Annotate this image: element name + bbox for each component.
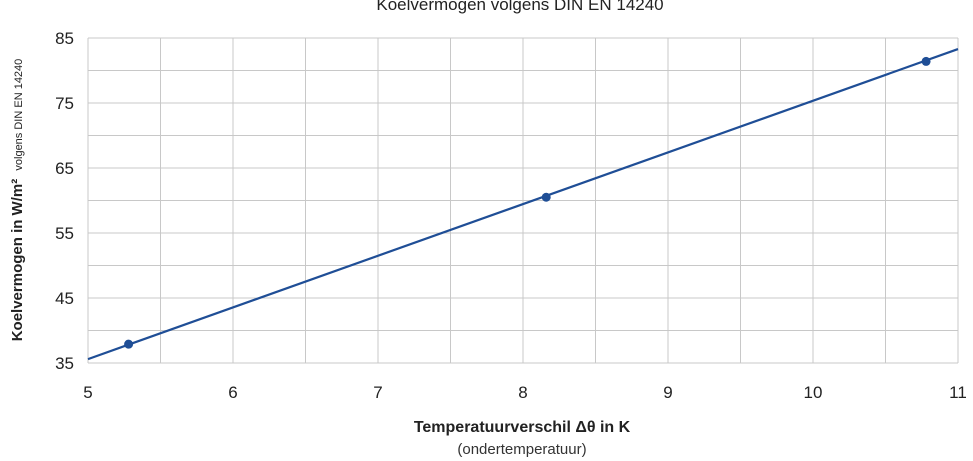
y-tick-label: 55 [55, 224, 74, 243]
x-axis-sublabel: (ondertemperatuur) [457, 441, 586, 458]
data-point [921, 56, 931, 66]
y-tick-label: 85 [55, 29, 74, 48]
series-line [87, 48, 959, 361]
y-axis-label-main: Koelvermogen in W/m² [9, 179, 26, 342]
chart-title: Koelvermogen volgens DIN EN 14240 [376, 0, 663, 14]
series [87, 48, 959, 361]
data-point [124, 339, 134, 349]
x-axis-label: Temperatuurverschil Δθ in K [414, 419, 631, 436]
x-tick-label: 11 [949, 383, 967, 402]
y-axis-label-sub: volgens DIN EN 14240 [13, 59, 25, 171]
y-tick-label: 35 [55, 354, 74, 373]
grid [87, 37, 959, 364]
y-axis-label: Koelvermogen in W/m² volgens DIN EN 1424… [9, 59, 26, 342]
x-tick-label: 8 [518, 383, 527, 402]
x-tick-label: 6 [228, 383, 237, 402]
x-tick-label: 9 [663, 383, 672, 402]
tick-labels: 5 6 7 8 9 10 11 35 45 55 65 75 85 [55, 29, 967, 402]
x-tick-label: 10 [804, 383, 823, 402]
y-tick-label: 65 [55, 159, 74, 178]
x-tick-label: 7 [373, 383, 382, 402]
x-tick-label: 5 [83, 383, 92, 402]
y-tick-label: 45 [55, 289, 74, 308]
data-point [541, 192, 551, 202]
y-tick-label: 75 [55, 94, 74, 113]
